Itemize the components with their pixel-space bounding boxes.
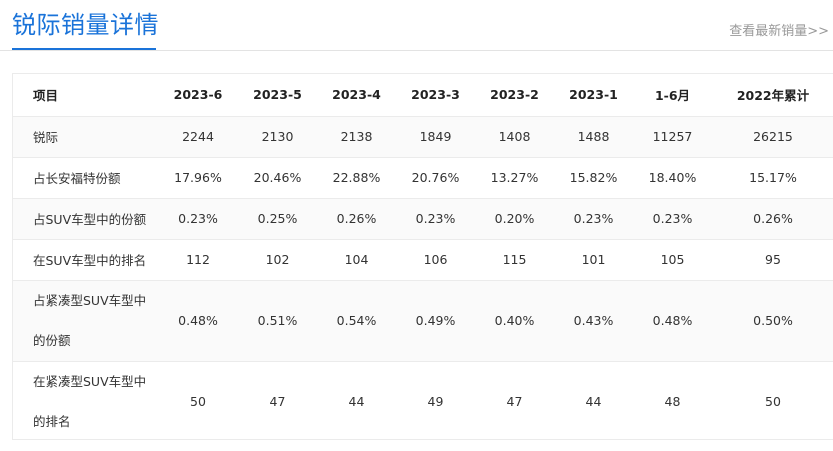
table-cell: 0.43%	[554, 280, 633, 362]
table-cell: 26215	[712, 116, 833, 158]
table-cell: 44	[585, 394, 602, 409]
sales-table-container: 项目 2023-6 2023-5 2023-4 2023-3 2023-2 20…	[12, 73, 833, 440]
table-row: 占长安福特份额 17.96% 20.46% 22.88% 20.76% 13.2…	[13, 157, 833, 199]
row-label-text: 在紧凑型SUV车型中的排名	[33, 373, 147, 429]
table-cell: 11257	[633, 116, 712, 158]
table-cell: 15.17%	[712, 157, 833, 199]
table-cell: 0.51%	[238, 280, 317, 362]
row-label: 占SUV车型中的份额	[13, 198, 158, 240]
table-cell: 0.40%	[475, 280, 554, 362]
table-cell: 0.25%	[238, 198, 317, 240]
table-header-row: 项目 2023-6 2023-5 2023-4 2023-3 2023-2 20…	[13, 74, 833, 117]
row-label: 在紧凑型SUV车型中的排名	[13, 361, 158, 439]
table-cell: 47	[269, 394, 286, 409]
table-cell: 105	[633, 239, 712, 281]
table-cell: 1488	[554, 116, 633, 158]
view-latest-sales-link[interactable]: 查看最新销量>>	[729, 24, 829, 39]
table-cell: 13.27%	[475, 157, 554, 199]
table-cell: 2244	[158, 116, 238, 158]
table-cell: 0.23%	[633, 198, 712, 240]
table-cell: 0.20%	[475, 198, 554, 240]
column-header: 2023-6	[158, 74, 238, 117]
table-cell: 48	[664, 394, 681, 409]
table-cell: 0.26%	[712, 198, 833, 240]
table-cell: 106	[396, 239, 475, 281]
table-cell: 1849	[396, 116, 475, 158]
column-header: 1-6月	[633, 74, 712, 117]
row-label-text: 占紧凑型SUV车型中的份额	[33, 292, 147, 348]
table-cell: 22.88%	[317, 157, 396, 199]
table-cell: 115	[475, 239, 554, 281]
title-underline	[12, 48, 156, 51]
table-cell: 0.54%	[317, 280, 396, 362]
table-row: 在SUV车型中的排名 112 102 104 106 115 101 105 9…	[13, 239, 833, 281]
table-cell: 47	[506, 394, 523, 409]
table-cell: 50	[190, 394, 206, 409]
sales-table: 项目 2023-6 2023-5 2023-4 2023-3 2023-2 20…	[13, 74, 833, 439]
column-header: 2023-1	[554, 74, 633, 117]
table-cell: 0.23%	[158, 198, 238, 240]
column-header: 项目	[13, 74, 158, 117]
page-header: 锐际销量详情 查看最新销量>>	[0, 0, 833, 52]
table-row: 在紧凑型SUV车型中的排名 50 47 44 49 47 44 48 50	[13, 361, 833, 439]
column-header: 2022年累计	[712, 74, 833, 117]
table-cell: 2130	[238, 116, 317, 158]
row-label: 占紧凑型SUV车型中的份额	[13, 280, 158, 362]
table-cell: 104	[317, 239, 396, 281]
header-divider	[0, 50, 833, 51]
table-cell: 0.48%	[158, 280, 238, 362]
table-cell: 101	[554, 239, 633, 281]
table-row: 锐际 2244 2130 2138 1849 1408 1488 11257 2…	[13, 116, 833, 158]
table-cell: 0.50%	[712, 280, 833, 362]
table-cell: 1408	[475, 116, 554, 158]
table-cell: 0.26%	[317, 198, 396, 240]
table-cell: 0.48%	[633, 280, 712, 362]
table-cell: 50	[765, 394, 781, 409]
table-cell: 2138	[317, 116, 396, 158]
column-header: 2023-4	[317, 74, 396, 117]
table-cell: 15.82%	[554, 157, 633, 199]
column-header: 2023-5	[238, 74, 317, 117]
table-cell: 102	[238, 239, 317, 281]
table-cell: 18.40%	[633, 157, 712, 199]
table-cell: 20.76%	[396, 157, 475, 199]
column-header: 2023-2	[475, 74, 554, 117]
table-cell: 0.49%	[396, 280, 475, 362]
row-label: 在SUV车型中的排名	[13, 239, 158, 281]
page-title: 锐际销量详情	[12, 11, 159, 39]
table-cell: 0.23%	[396, 198, 475, 240]
table-row: 占SUV车型中的份额 0.23% 0.25% 0.26% 0.23% 0.20%…	[13, 198, 833, 240]
table-cell: 20.46%	[238, 157, 317, 199]
row-label: 占长安福特份额	[13, 157, 158, 199]
table-cell: 0.23%	[554, 198, 633, 240]
table-cell: 17.96%	[158, 157, 238, 199]
table-cell: 44	[348, 394, 365, 409]
table-cell: 49	[427, 394, 444, 409]
column-header: 2023-3	[396, 74, 475, 117]
row-label: 锐际	[13, 116, 158, 158]
table-cell: 112	[158, 239, 238, 281]
table-row: 占紧凑型SUV车型中的份额 0.48% 0.51% 0.54% 0.49% 0.…	[13, 280, 833, 362]
table-cell: 95	[712, 239, 833, 281]
